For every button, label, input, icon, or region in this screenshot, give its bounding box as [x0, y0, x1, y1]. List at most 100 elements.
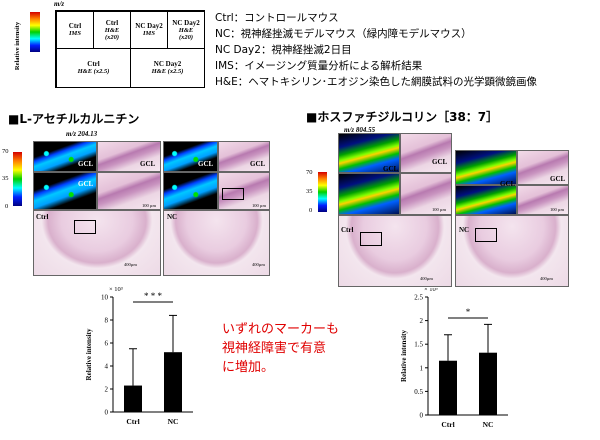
panel1-nc-ims-top [33, 172, 97, 210]
y-axis-label: Relative intensity [85, 328, 93, 380]
x-tick-label-ctrl: Ctrl [441, 420, 454, 429]
panel2-nc-label: NC [459, 226, 470, 234]
panel1-ctrl-ims-top [33, 141, 97, 172]
y-tick-label: 8 [105, 317, 109, 325]
legend-cell-ctrl-he20: Ctrl H&E (x20) [93, 11, 131, 49]
note-line-1: いずれのマーカーも [222, 322, 340, 337]
panel2-gcl-he1: GCL [432, 158, 448, 166]
panel2-ctrl-he-mid [400, 173, 452, 215]
bar-nc [479, 352, 497, 415]
legend-def-ncday2: NC Day2：視神経挫滅2日目 [215, 44, 352, 56]
panel1-zoom-box-ctrl [74, 220, 96, 234]
panel2-nc-ims-top [455, 150, 517, 185]
panel1-cbar-max: 70 [2, 148, 9, 155]
panel1-colorbar [13, 152, 22, 206]
panel1-zoom-box-nc [222, 188, 244, 200]
legend-colorbar [30, 12, 40, 52]
y-tick-label: 2.5 [414, 294, 423, 302]
panel1-nc-ims-c [163, 172, 218, 210]
panel1-nc-he-top [97, 172, 161, 210]
x-tick-label-nc: NC [168, 417, 179, 426]
legend-cell-ctrl-he25: Ctrl H&E (x2.5) [56, 48, 131, 88]
panel2-colorbar [318, 172, 327, 212]
panel1-cbar-min: 0 [5, 203, 9, 210]
panel2-title: ■ホスファチジルコリン［38：7］ [306, 110, 499, 124]
panel2-scale-small-1: 100 µm [432, 207, 446, 212]
legend-grid: Ctrl IMS Ctrl H&E (x20) NC Day2 IMS NC Day2 H… [55, 10, 205, 88]
panel1-nc-label: NC [167, 213, 178, 221]
y-tick-label: 2 [105, 386, 109, 394]
panel1-nc-he-b [218, 141, 270, 172]
bar-ctrl [439, 360, 457, 415]
panel2-gcl-he2: GCL [550, 175, 566, 183]
y-tick-label: 1 [420, 364, 424, 372]
y-tick-label: 0 [420, 412, 424, 420]
chart-acetylcarnitine: 0 2 4 6 8 10× 10³ Relative intensity Ctrl NC * * … [85, 286, 193, 426]
panel2-ctrl-ims-top [338, 133, 400, 173]
panel2-gcl-ims1: GCL [383, 165, 399, 173]
panel1-mz: m/z 204.13 [66, 130, 98, 138]
bar-nc [164, 352, 182, 412]
legend-def-ctrl: Ctrl：コントロールマウス [215, 12, 339, 24]
conclusion-note: いずれのマーカーも 視神経障害で有意 に増加。 [222, 320, 339, 377]
panel1-ctrl-label: Ctrl [36, 213, 49, 221]
chart-phosphatidylcholine: 0 0.5 1 1.5 2 2.5× 10⁵ Relative intensity Ctrl N… [400, 288, 508, 429]
panel2-scale-large-1: 400µm [420, 276, 433, 281]
panel1-nc-he-c [218, 172, 270, 210]
legend-cell-nc-ims: NC Day2 IMS [130, 11, 168, 49]
panel2-gcl-ims2: GCL [500, 180, 516, 188]
y-tick-label: 10 [101, 294, 109, 302]
legend-cell-ctrl-ims: Ctrl IMS [56, 11, 94, 49]
legend-cell-nc-he25: NC Day2 H&E (x2.5) [130, 48, 205, 88]
panel1-gcl-he1: GCL [140, 160, 156, 168]
panel2-nc-he-mid [517, 185, 569, 215]
panel2-zoom-box-nc [475, 228, 497, 242]
panel2-ctrl-ims-mid [338, 173, 400, 215]
panel1-nc-ims-b [163, 141, 218, 172]
legend-def-he: H&E：ヘマトキシリン･エオジン染色した網膜試料の光学顕微鏡画像 [215, 76, 537, 88]
panel2-nc-he-top [517, 150, 569, 185]
panel1-ctrl-low [33, 210, 161, 276]
y-tick-label: 1.5 [414, 341, 423, 349]
panel2-nc-low [455, 215, 569, 287]
y-tick-label: 2 [420, 317, 424, 325]
legend-def-nc: NC：視神経挫滅モデルマウス（緑内障モデルマウス） [215, 28, 472, 40]
panel1-ctrl-he-top [97, 141, 161, 172]
panel1-gcl-ims2: GCL [78, 180, 94, 188]
y-multiplier: × 10⁵ [424, 288, 438, 293]
panel1-nc-low [163, 210, 270, 276]
panel1-scale-small-2: 100 µm [252, 203, 266, 208]
panel2-cbar-min: 0 [309, 207, 313, 214]
significance-marker: * * * [144, 291, 163, 301]
y-tick-label: 0 [105, 409, 109, 417]
panel1-scale-small-1: 100 µm [142, 203, 156, 208]
bar-ctrl [124, 385, 142, 412]
panel1-gcl-ims1: GCL [78, 160, 94, 168]
y-multiplier: × 10³ [109, 286, 123, 293]
y-tick-label: 6 [105, 340, 109, 348]
legend-mz-label: m/z [54, 0, 65, 8]
panel2-mz: m/z 804.55 [344, 126, 376, 134]
panel2-cbar-mid: 35 [306, 188, 313, 195]
y-axis-label: Relative intensity [400, 330, 408, 382]
y-tick-label: 0.5 [414, 388, 423, 396]
panel2-ctrl-low [338, 215, 452, 287]
legend-y-label: Relative intensity [14, 21, 21, 71]
panel2-ctrl-he-top [400, 133, 452, 173]
panel2-cbar-max: 70 [306, 169, 313, 176]
panel2-nc-ims-mid [455, 185, 517, 215]
y-tick-label: 4 [105, 363, 109, 371]
x-tick-label-ctrl: Ctrl [126, 417, 139, 426]
panel2-scale-large-2: 400µm [540, 276, 553, 281]
panel1-gcl-ims3: GCL [198, 160, 214, 168]
panel2-zoom-box-ctrl [360, 232, 382, 246]
panel1-cbar-mid: 35 [2, 175, 9, 182]
note-line-2: 視神経障害で有意 [222, 341, 327, 356]
significance-marker: * [466, 307, 471, 317]
legend-cell-nc-he20: NC Day2 H&E (x20) [167, 11, 205, 49]
x-tick-label-nc: NC [483, 420, 494, 429]
panel2-scale-small-2: 100 µm [550, 207, 564, 212]
panel1-title: ■L-アセチルカルニチン [8, 112, 140, 126]
panel2-ctrl-label: Ctrl [341, 226, 354, 234]
note-line-3: に増加。 [222, 360, 275, 375]
